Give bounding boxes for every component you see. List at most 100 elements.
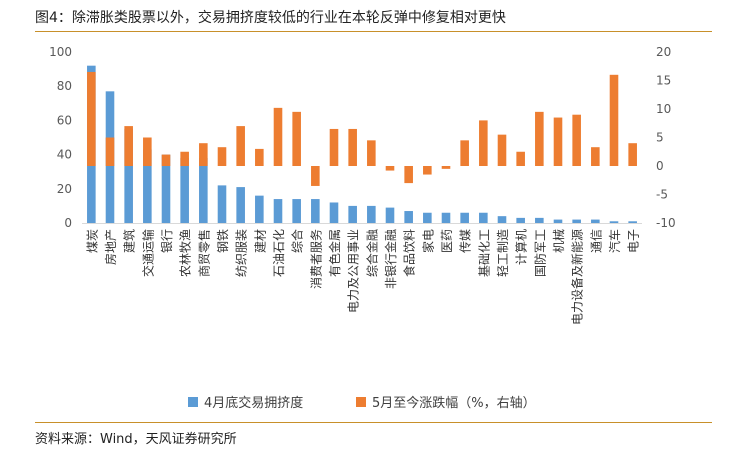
bar-return xyxy=(553,117,563,166)
bar-return xyxy=(591,147,600,166)
bar-crowding xyxy=(535,217,544,223)
category-label: 轻工制造 xyxy=(496,229,510,277)
category-label: 建筑 xyxy=(122,229,137,253)
category-label: 有色金属 xyxy=(327,229,342,277)
bar-return xyxy=(273,107,283,166)
left-tick-label: 100 xyxy=(49,45,72,59)
legend: 4月底交易拥挤度 5月至今涨跌幅（%，右轴） xyxy=(188,395,536,411)
category-label: 交通运输 xyxy=(140,229,155,277)
bar-return xyxy=(572,114,581,166)
bar-return xyxy=(236,126,245,166)
source-note: 资料来源：Wind，天风证券研究所 xyxy=(35,432,237,447)
chart-title: 图4：除滞胀类股票以外，交易拥挤度较低的行业在本轮反弹中修复相对更快 xyxy=(35,10,506,26)
bar-return xyxy=(367,140,376,166)
right-axis-ticks: -10 -5 0 5 10 15 20 xyxy=(656,45,676,230)
bar-return xyxy=(348,128,357,166)
bar-return xyxy=(199,143,208,166)
category-label: 建材 xyxy=(253,229,267,253)
category-label: 银行 xyxy=(160,229,174,253)
right-tick-label: 15 xyxy=(656,74,671,88)
category-label: 综合 xyxy=(290,229,305,253)
bar-crowding xyxy=(367,205,376,223)
bar-crowding xyxy=(591,219,600,223)
bar-crowding xyxy=(199,158,208,223)
category-label: 计算机 xyxy=(514,229,529,265)
bar-crowding xyxy=(516,217,525,223)
bar-crowding xyxy=(292,199,301,223)
bar-crowding xyxy=(385,207,395,223)
legend-label-crowding: 4月底交易拥挤度 xyxy=(204,395,303,411)
category-label: 纺织服装 xyxy=(235,229,249,277)
category-label: 消费者服务 xyxy=(308,229,323,289)
bar-crowding xyxy=(124,128,133,223)
bar-return xyxy=(329,128,339,166)
bar-return xyxy=(180,151,189,166)
legend-swatch-return xyxy=(356,397,366,407)
bar-crowding xyxy=(628,221,637,223)
category-label: 煤炭 xyxy=(85,229,99,253)
category-label: 钢铁 xyxy=(216,229,230,253)
left-tick-label: 20 xyxy=(57,182,72,196)
bar-crowding xyxy=(180,158,189,223)
bar-return xyxy=(87,71,96,166)
left-tick-label: 40 xyxy=(57,148,72,162)
title-rule xyxy=(35,31,712,32)
bar-return xyxy=(441,166,451,169)
bar-return xyxy=(423,166,432,175)
category-labels: 煤炭 房地产 建筑 交通运输 银行 农林牧渔 商贸零售 钢铁 纺织服装 建材 石油石化 综合 消费者服务… xyxy=(85,229,640,325)
bar-return xyxy=(497,134,507,166)
bar-return xyxy=(143,137,152,166)
bar-return xyxy=(460,140,469,166)
bar-return xyxy=(161,154,171,166)
left-tick-label: 80 xyxy=(57,79,72,93)
right-tick-label: 0 xyxy=(656,159,664,173)
right-tick-label: -10 xyxy=(656,216,676,230)
bar-return xyxy=(479,120,488,166)
category-label: 电子 xyxy=(627,229,641,253)
category-label: 农林牧渔 xyxy=(179,229,193,277)
bar-crowding xyxy=(553,219,563,223)
right-tick-label: 20 xyxy=(656,45,671,59)
footer-rule xyxy=(35,422,712,423)
bar-return xyxy=(124,126,133,166)
left-tick-label: 60 xyxy=(57,113,72,127)
bar-crowding xyxy=(348,205,357,223)
right-tick-label: -5 xyxy=(656,188,668,202)
bar-return xyxy=(255,148,264,166)
category-label: 电力设备及新能源 xyxy=(570,229,585,325)
bar-crowding xyxy=(404,211,413,223)
category-label: 食品饮料 xyxy=(402,229,417,277)
category-label: 综合金融 xyxy=(364,229,379,277)
category-label: 家电 xyxy=(420,229,435,253)
bar-crowding xyxy=(329,202,339,223)
bar-crowding xyxy=(572,219,581,223)
bar-crowding xyxy=(255,195,264,223)
bar-crowding xyxy=(460,212,469,223)
bar-return xyxy=(385,166,395,171)
category-label: 石油石化 xyxy=(272,229,286,277)
bar-return xyxy=(516,151,525,166)
right-tick-label: 5 xyxy=(656,131,664,145)
category-label: 国防军工 xyxy=(532,229,547,277)
bar-crowding xyxy=(217,185,227,223)
bar-crowding xyxy=(273,199,283,223)
bar-crowding xyxy=(441,212,451,223)
bar-return xyxy=(292,111,301,166)
bar-crowding xyxy=(497,216,507,223)
category-label: 非银行金融 xyxy=(383,229,398,289)
bar-crowding xyxy=(143,149,152,223)
category-label: 电力及公用事业 xyxy=(347,229,361,313)
left-axis-ticks: 0 20 40 60 80 100 xyxy=(49,45,72,230)
category-label: 医药 xyxy=(440,229,454,253)
bar-crowding xyxy=(236,187,245,223)
legend-swatch-crowding xyxy=(188,397,198,407)
category-label: 基础化工 xyxy=(477,229,491,277)
category-label: 传媒 xyxy=(458,229,473,253)
bar-crowding xyxy=(423,212,432,223)
bar-return xyxy=(628,143,637,166)
left-tick-label: 0 xyxy=(64,216,72,230)
bar-return xyxy=(535,111,544,166)
bar-crowding xyxy=(161,154,171,223)
category-label: 商贸零售 xyxy=(196,229,211,277)
